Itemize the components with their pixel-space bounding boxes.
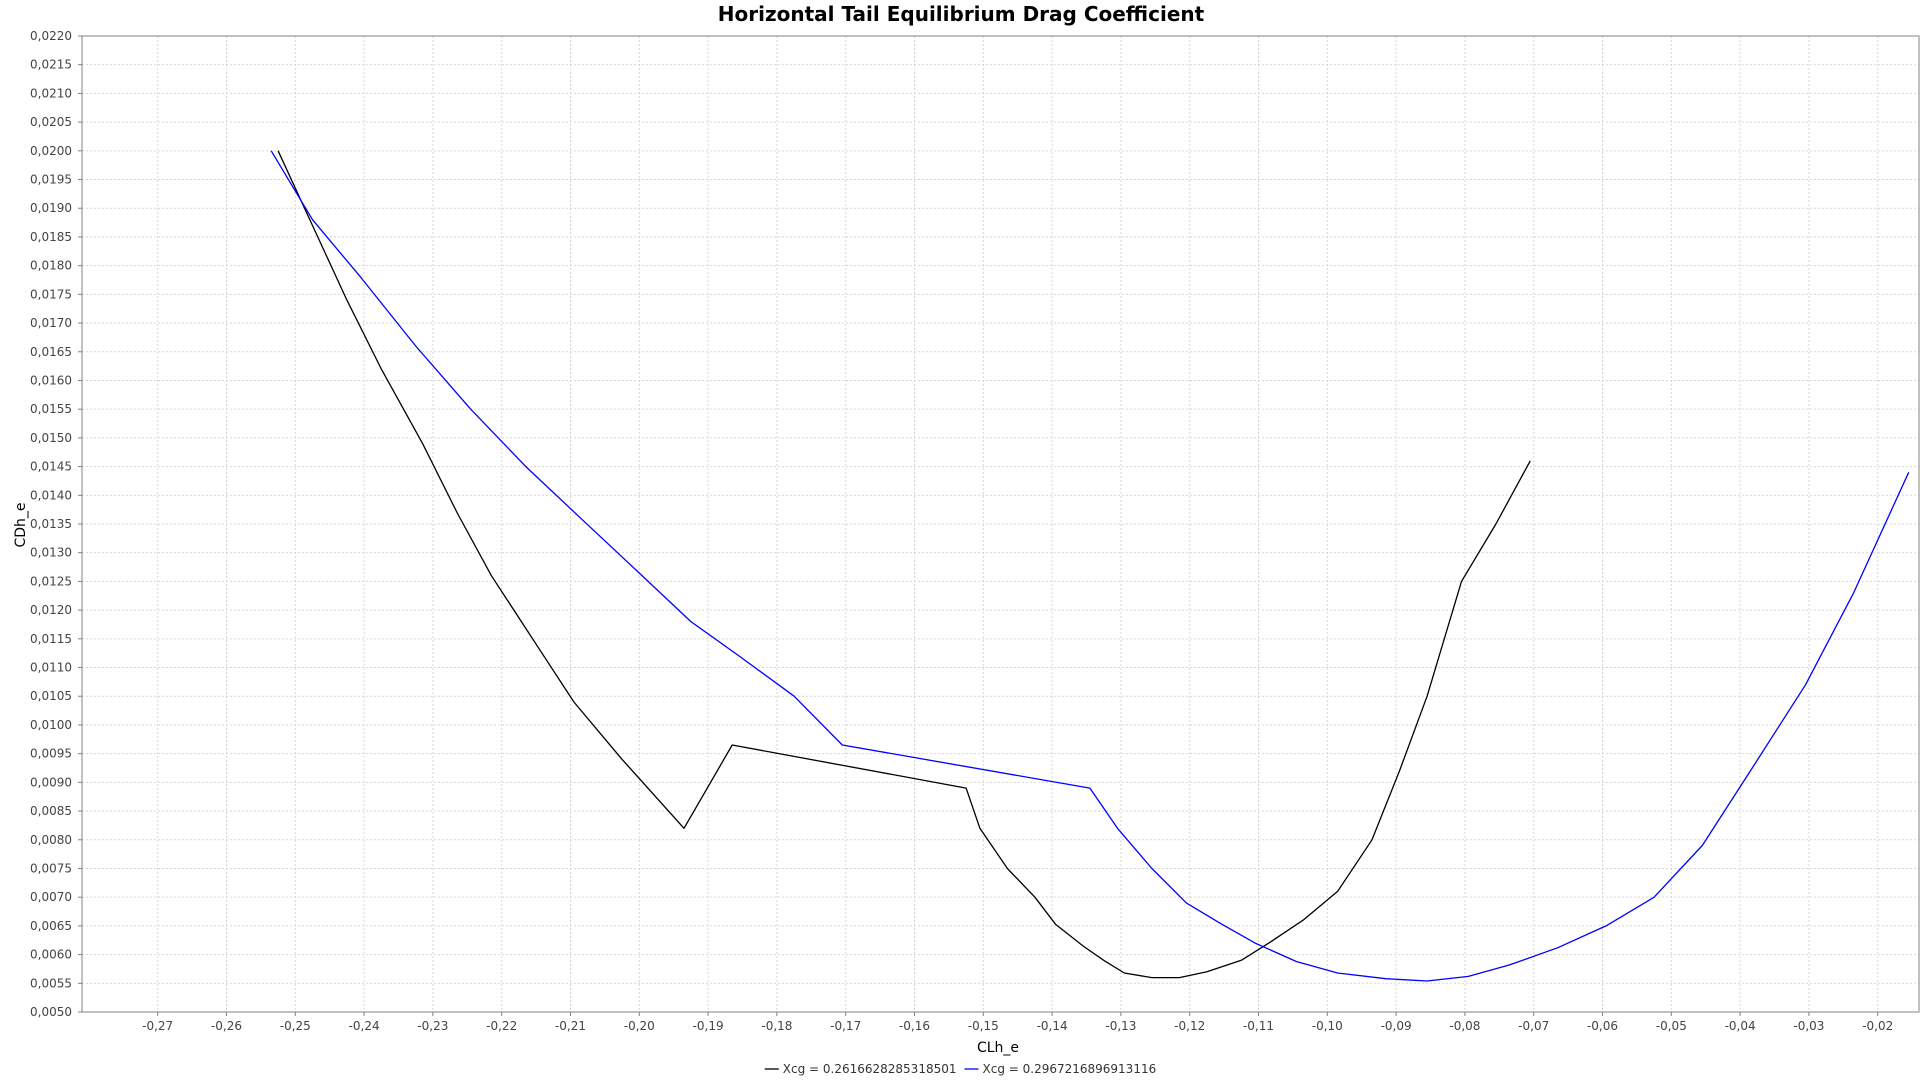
y-tick-label: 0,0170 (30, 316, 72, 330)
x-tick-label: -0,19 (693, 1019, 724, 1033)
x-tick-label: -0,03 (1793, 1019, 1824, 1033)
series-lines (270, 150, 1910, 982)
y-tick-label: 0,0175 (30, 287, 72, 301)
y-tick-label: 0,0205 (30, 115, 72, 129)
y-tick-label: 0,0210 (30, 86, 72, 100)
legend-label: Xcg = 0.2616628285318501 (783, 1062, 957, 1076)
y-tick-label: 0,0055 (30, 976, 72, 990)
y-tick-label: 0,0135 (30, 517, 72, 531)
x-axis-ticks: -0,27 -0,26 -0,25 -0,24 -0,23 -0,22 -0,21 -0,20… (142, 1012, 1893, 1033)
x-tick-label: -0,17 (830, 1019, 861, 1033)
x-tick-label: -0,15 (968, 1019, 999, 1033)
y-tick-label: 0,0105 (30, 689, 72, 703)
legend-item-2: Xcg = 0.2967216896913116 (964, 1062, 1157, 1076)
y-tick-label: 0,0160 (30, 373, 72, 387)
y-tick-label: 0,0165 (30, 345, 72, 359)
y-tick-label: 0,0115 (30, 632, 72, 646)
x-tick-label: -0,21 (555, 1019, 586, 1033)
x-tick-label: -0,25 (280, 1019, 311, 1033)
x-tick-label: -0,18 (761, 1019, 792, 1033)
legend-label: Xcg = 0.2967216896913116 (983, 1062, 1157, 1076)
x-tick-label: -0,22 (486, 1019, 517, 1033)
y-tick-label: 0,0145 (30, 460, 72, 474)
x-tick-label: -0,05 (1656, 1019, 1687, 1033)
y-axis-label: CDh_e (13, 502, 29, 547)
x-tick-label: -0,12 (1174, 1019, 1205, 1033)
y-tick-label: 0,0060 (30, 948, 72, 962)
y-tick-label: 0,0050 (30, 1005, 72, 1019)
y-axis-ticks: 0,0050 0,0055 0,0060 0,0065 0,0070 0,0075 0,00… (30, 29, 82, 1019)
x-tick-label: -0,23 (417, 1019, 448, 1033)
x-tick-label: -0,07 (1518, 1019, 1549, 1033)
y-tick-label: 0,0195 (30, 173, 72, 187)
y-tick-label: 0,0095 (30, 747, 72, 761)
x-axis-label: CLh_e (977, 1040, 1019, 1056)
y-tick-label: 0,0065 (30, 919, 72, 933)
y-tick-label: 0,0130 (30, 546, 72, 560)
legend-item-1: Xcg = 0.2616628285318501 (764, 1062, 957, 1076)
y-tick-label: 0,0155 (30, 402, 72, 416)
x-tick-label: -0,11 (1243, 1019, 1274, 1033)
y-tick-label: 0,0110 (30, 661, 72, 675)
y-tick-label: 0,0120 (30, 603, 72, 617)
grid (82, 35, 1919, 1013)
x-tick-label: -0,06 (1587, 1019, 1618, 1033)
y-tick-label: 0,0070 (30, 890, 72, 904)
y-tick-label: 0,0100 (30, 718, 72, 732)
x-tick-label: -0,24 (349, 1019, 380, 1033)
x-tick-label: -0,10 (1312, 1019, 1343, 1033)
x-tick-label: -0,27 (142, 1019, 173, 1033)
x-tick-label: -0,20 (624, 1019, 655, 1033)
y-tick-label: 0,0125 (30, 574, 72, 588)
x-tick-label: -0,14 (1037, 1019, 1068, 1033)
y-tick-label: 0,0220 (30, 29, 72, 43)
y-tick-label: 0,0180 (30, 259, 72, 273)
y-tick-label: 0,0190 (30, 201, 72, 215)
y-tick-label: 0,0200 (30, 144, 72, 158)
x-tick-label: -0,09 (1381, 1019, 1412, 1033)
y-tick-label: 0,0185 (30, 230, 72, 244)
y-tick-label: 0,0090 (30, 775, 72, 789)
y-tick-label: 0,0080 (30, 833, 72, 847)
y-tick-label: 0,0150 (30, 431, 72, 445)
x-tick-label: -0,04 (1725, 1019, 1756, 1033)
series-line-1 (277, 150, 1531, 979)
legend: Xcg = 0.2616628285318501 Xcg = 0.29672168… (764, 1062, 1157, 1076)
x-tick-label: -0,02 (1862, 1019, 1893, 1033)
x-tick-label: -0,26 (211, 1019, 242, 1033)
series-line-2 (270, 150, 1910, 982)
y-tick-label: 0,0085 (30, 804, 72, 818)
x-tick-label: -0,13 (1105, 1019, 1136, 1033)
x-tick-label: -0,08 (1449, 1019, 1480, 1033)
chart-title: Horizontal Tail Equilibrium Drag Coeffic… (718, 2, 1205, 26)
y-tick-label: 0,0075 (30, 861, 72, 875)
y-tick-label: 0,0215 (30, 58, 72, 72)
y-tick-label: 0,0140 (30, 488, 72, 502)
x-tick-label: -0,16 (899, 1019, 930, 1033)
